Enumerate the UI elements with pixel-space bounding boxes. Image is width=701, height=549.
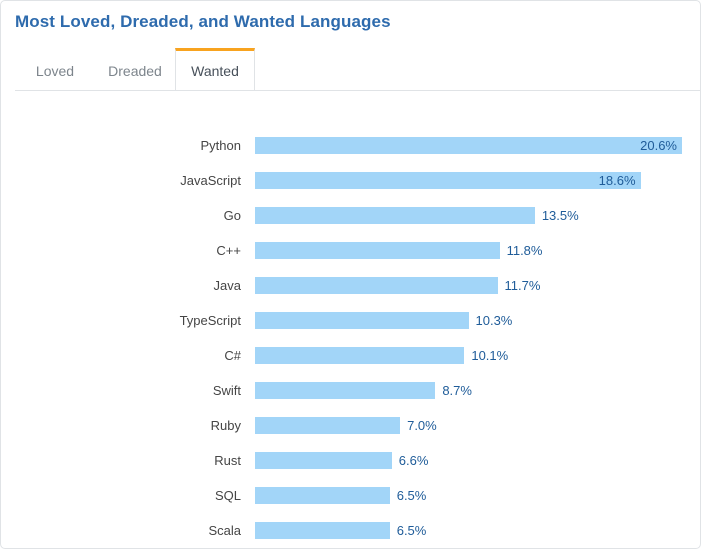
language-label: Scala [208, 523, 241, 538]
bar-area: 11.8% [255, 242, 682, 259]
tab-wanted[interactable]: Wanted [175, 48, 255, 90]
bar-area: 6.5% [255, 522, 682, 539]
bar-area: 11.7% [255, 277, 682, 294]
bar[interactable] [255, 382, 436, 399]
chart-row: Rust 6.6% [15, 452, 700, 469]
chart-row: Swift 8.7% [15, 382, 700, 399]
value-label: 6.5% [396, 488, 427, 503]
bar[interactable] [255, 417, 401, 434]
bar[interactable]: 18.6% [255, 172, 641, 189]
chart-row: Python 20.6% [15, 137, 700, 154]
bar[interactable]: 20.6% [255, 137, 682, 154]
value-label: 11.7% [504, 278, 541, 293]
bar-area: 8.7% [255, 382, 682, 399]
bar-area: 20.6% [255, 137, 682, 154]
language-label: Python [200, 138, 241, 153]
value-label: 13.5% [541, 208, 579, 223]
bar[interactable] [255, 312, 469, 329]
bar-area: 10.1% [255, 347, 682, 364]
chart-row: SQL 6.5% [15, 487, 700, 504]
value-label: 6.5% [396, 523, 427, 538]
chart-row: Go 13.5% [15, 207, 700, 224]
bar[interactable] [255, 487, 390, 504]
bar-area: 10.3% [255, 312, 682, 329]
page-title: Most Loved, Dreaded, and Wanted Language… [15, 12, 391, 31]
bar[interactable] [255, 207, 535, 224]
bar[interactable] [255, 522, 390, 539]
bar[interactable] [255, 347, 465, 364]
value-label: 18.6% [598, 173, 636, 188]
bar-area: 18.6% [255, 172, 682, 189]
bar-area: 7.0% [255, 417, 682, 434]
chart-row: Scala 6.5% [15, 522, 700, 539]
bar-area: 13.5% [255, 207, 682, 224]
language-label: Java [213, 278, 241, 293]
bar-area: 6.5% [255, 487, 682, 504]
value-label: 10.1% [471, 348, 509, 363]
tab-bar: Loved Dreaded Wanted [15, 48, 700, 91]
language-label: JavaScript [180, 173, 241, 188]
chart-row: C++ 11.8% [15, 242, 700, 259]
chart-row: Ruby 7.0% [15, 417, 700, 434]
language-label: Go [223, 208, 241, 223]
chart-row: Java 11.7% [15, 277, 700, 294]
value-label: 20.6% [640, 138, 677, 153]
chart-row: C# 10.1% [15, 347, 700, 364]
bar[interactable] [255, 277, 498, 294]
bar[interactable] [255, 242, 500, 259]
card-header: Most Loved, Dreaded, and Wanted Language… [1, 1, 700, 32]
bar-area: 6.6% [255, 452, 682, 469]
bar[interactable] [255, 452, 392, 469]
language-label: C# [224, 348, 241, 363]
tab-loved[interactable]: Loved [35, 62, 75, 79]
value-label: 6.6% [398, 453, 429, 468]
wanted-languages-bar-chart: Python 20.6% JavaScript 18.6% Go 13.5% C++ 11.8… [1, 137, 700, 539]
language-label: TypeScript [179, 313, 241, 328]
language-label: C++ [216, 243, 241, 258]
chart-row: TypeScript 10.3% [15, 312, 700, 329]
language-label: Rust [214, 453, 241, 468]
value-label: 8.7% [442, 383, 472, 398]
language-label: Ruby [210, 418, 241, 433]
value-label: 11.8% [506, 243, 543, 258]
value-label: 7.0% [407, 418, 437, 433]
language-label: Swift [212, 383, 241, 398]
tab-dreaded[interactable]: Dreaded [108, 62, 162, 79]
language-label: SQL [214, 488, 241, 503]
chart-row: JavaScript 18.6% [15, 172, 700, 189]
value-label: 10.3% [475, 313, 513, 328]
